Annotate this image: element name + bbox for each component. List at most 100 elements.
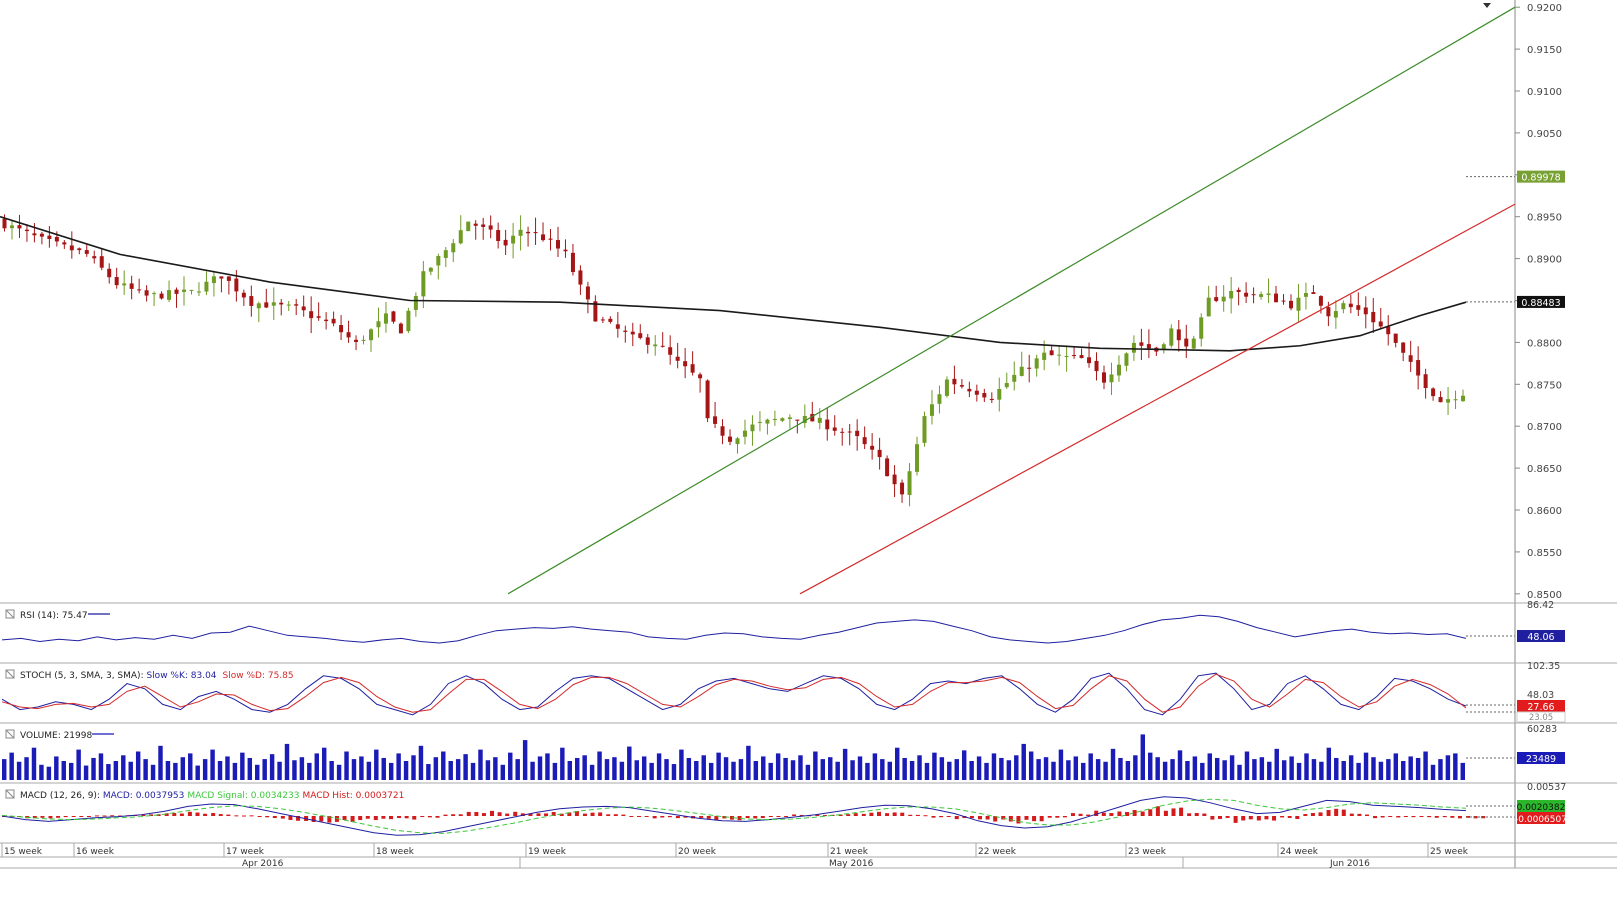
macd-hist-bar (784, 816, 789, 817)
macd-hist-bar (1008, 816, 1013, 822)
macd-hist-bar (1233, 816, 1238, 823)
volume-bar (277, 761, 282, 780)
panel-close-icon-cross (5, 669, 15, 679)
volume-bar (560, 747, 565, 780)
volume-bar (255, 764, 260, 780)
volume-bar (1125, 761, 1131, 780)
macd-hist-bar (1016, 816, 1021, 824)
macd-hist-bar (203, 813, 208, 816)
volume-bar (656, 753, 662, 780)
macd-hist-bar (667, 816, 672, 818)
macd-hist-badge (1517, 812, 1565, 824)
volume-bar (143, 759, 148, 780)
candle-body (1371, 311, 1376, 323)
rsi-badge (1517, 630, 1565, 642)
volume-bar (366, 761, 372, 780)
candle-body (167, 290, 172, 300)
volume-bar (575, 757, 580, 780)
volume-bar (1118, 757, 1123, 780)
macd-hist-bar (86, 816, 91, 817)
menu-dropdown-icon[interactable] (1483, 3, 1491, 8)
macd-hist-bar (443, 814, 448, 816)
candle-body (548, 238, 553, 240)
volume-bar (321, 747, 327, 780)
stoch-tick-label-mid: 48.03 (1527, 690, 1554, 701)
macd-hist-bar (56, 816, 61, 818)
volume-bar (522, 740, 528, 780)
candle-body (241, 292, 246, 298)
stoch-d-label: Slow %D: 75.85 (223, 671, 294, 681)
candle-body (1019, 366, 1024, 376)
volume-bar (939, 757, 945, 780)
volume-bar (113, 761, 119, 780)
candle-body (369, 329, 373, 341)
candle-body (331, 318, 336, 324)
candle-body (1453, 399, 1458, 401)
panel-close-icon[interactable] (5, 729, 15, 739)
volume-bar (381, 757, 386, 780)
volume-bar (991, 753, 997, 780)
candle-body (346, 332, 351, 338)
macd-hist-bar (373, 816, 378, 821)
candle-body (1356, 305, 1361, 310)
macd-hist-bar (822, 815, 827, 817)
candle-body (608, 318, 613, 322)
volume-bar (999, 757, 1004, 780)
macd-hist-bar (257, 816, 262, 817)
panel-close-icon[interactable] (5, 609, 15, 619)
macd-line (1, 796, 1467, 836)
stoch-d-badge (1516, 711, 1566, 723)
volume-tick-label: 60283 (1527, 724, 1557, 735)
volume-bar (798, 755, 803, 780)
macd-hist-bar (505, 813, 510, 816)
candle-body (1049, 350, 1054, 356)
volume-bar (158, 745, 163, 780)
macd-hist-bar (969, 816, 974, 819)
stoch-k-line (1, 672, 1467, 716)
macd-hist-bar (1109, 813, 1114, 816)
macd-hist-bar (978, 816, 982, 820)
candle-body (1116, 364, 1121, 376)
volume-bar (31, 747, 37, 780)
volume-bar (708, 762, 714, 780)
volume-bar (411, 755, 416, 780)
volume-bar (1028, 751, 1034, 780)
candle-body (1423, 374, 1428, 389)
volume-bar (828, 757, 833, 780)
volume-bar (24, 757, 29, 780)
candle-body (226, 276, 231, 281)
volume-bar (433, 757, 439, 780)
macd-title-signal-label: MACD Signal: 0.0034233 (187, 791, 299, 801)
price-tick-label: 0.8600 (1527, 506, 1562, 517)
volume-bar (820, 759, 826, 780)
candle-body (1229, 291, 1234, 299)
sma-label: 0.88483 (1521, 298, 1560, 309)
candle-body (855, 430, 860, 437)
macd-hist-bar (1125, 812, 1130, 816)
candle-body (959, 385, 964, 387)
candle-body (1393, 333, 1398, 343)
macd-hist-bar (141, 814, 146, 816)
candle-body (488, 225, 493, 230)
price-tick-label: 0.8800 (1527, 338, 1562, 349)
month-tick-label: Apr 2016 (242, 859, 284, 869)
volume-bar (1036, 759, 1041, 780)
stoch-d-last-label: 23.05 (1529, 713, 1553, 723)
candle-body (1206, 297, 1211, 317)
volume-bar (403, 761, 409, 780)
panel-close-icon[interactable] (5, 789, 15, 799)
candle-body (1259, 294, 1264, 297)
candle-body (728, 436, 733, 442)
candle-body (937, 394, 942, 404)
candle-body (974, 390, 979, 395)
volume-bar (1296, 762, 1302, 780)
panel-close-icon[interactable] (5, 669, 15, 679)
volume-bar (336, 764, 342, 780)
week-tick-label: 17 week (226, 847, 265, 857)
volume-bar (1393, 753, 1399, 780)
volume-bar (1386, 759, 1391, 780)
macd-hist-bar (1427, 816, 1432, 818)
volume-bar (9, 752, 14, 780)
candle-body (585, 286, 590, 300)
